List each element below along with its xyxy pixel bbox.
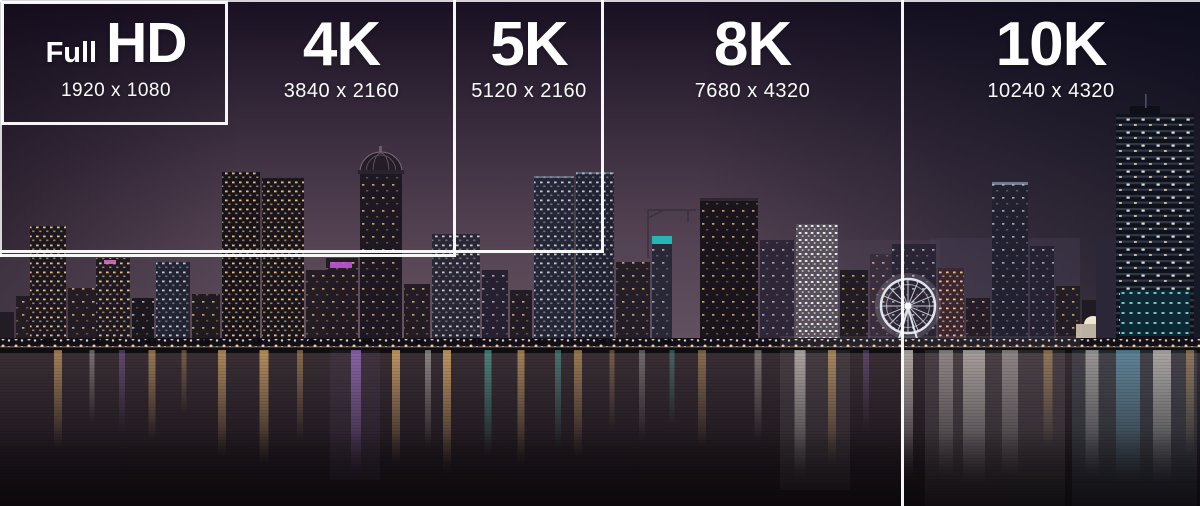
resolution-dimensions-10k: 10240 x 4320: [987, 80, 1115, 102]
label-5k: 5K 5120 x 2160: [455, 0, 603, 103]
resolution-name-10k: 10K: [995, 10, 1108, 79]
right-tower: [1116, 94, 1194, 350]
resolution-dimensions-5k: 5120 x 2160: [471, 80, 587, 102]
dome-tower: [358, 146, 404, 350]
resolution-name-full-hd: Full HD: [4, 15, 228, 72]
resolution-dimensions-full-hd: 1920 x 1080: [60, 80, 172, 101]
resolution-name-main: HD: [106, 11, 187, 75]
resolution-name-5k: 5K: [490, 10, 568, 79]
resolution-name-8k: 8K: [713, 10, 792, 79]
resolution-name-prefix: Full: [45, 37, 98, 69]
label-8k: 8K 7680 x 4320: [603, 0, 902, 103]
resolution-dimensions-4k: 3840 x 2160: [283, 80, 400, 102]
ferris-wheel: [875, 273, 941, 350]
frame-top-edge-line: [0, 0, 1200, 2]
label-full-hd: Full HD 1920 x 1080: [4, 0, 228, 102]
resolution-name-4k: 4K: [302, 10, 381, 79]
label-10k: 10K 10240 x 4320: [902, 0, 1200, 103]
skyline-buildings: [0, 94, 1200, 350]
resolution-dimensions-8k: 7680 x 4320: [694, 80, 811, 102]
frame-left-edge-line: [0, 0, 2, 257]
water-reflections: [0, 348, 1200, 506]
shoreline-lights: [0, 336, 1200, 350]
label-4k: 4K 3840 x 2160: [228, 0, 455, 103]
